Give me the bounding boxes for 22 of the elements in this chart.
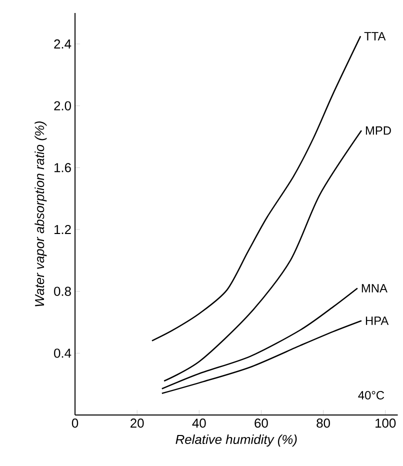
y-axis-title: Water vapor absorption ratio (%): [34, 121, 46, 306]
x-tick-label: 20: [130, 418, 144, 428]
series-label: MNA: [362, 284, 388, 292]
y-tick-label: 1.6: [54, 163, 71, 172]
series-label: HPA: [366, 316, 388, 325]
x-axis-title: Relative humidity (%): [175, 434, 296, 447]
x-tick-label: 100: [375, 418, 396, 428]
x-tick-label: 0: [72, 418, 78, 428]
line-series: [151, 36, 361, 342]
y-tick-label: 1.2: [54, 224, 71, 234]
annotation: 40°C: [358, 391, 384, 400]
y-tick-label: 0.4: [54, 348, 71, 358]
line-series: [161, 288, 358, 390]
line-series: [163, 130, 362, 382]
x-tick-label: 60: [254, 418, 268, 428]
y-tick-label: 2.4: [54, 39, 71, 48]
y-tick-label: 0.8: [54, 286, 71, 296]
y-tick-label: 2.0: [54, 101, 71, 110]
x-tick-label: 80: [316, 418, 330, 428]
series-label: MPD: [366, 126, 391, 135]
series-label: TTA: [364, 32, 386, 40]
x-tick-label: 40: [192, 418, 206, 428]
